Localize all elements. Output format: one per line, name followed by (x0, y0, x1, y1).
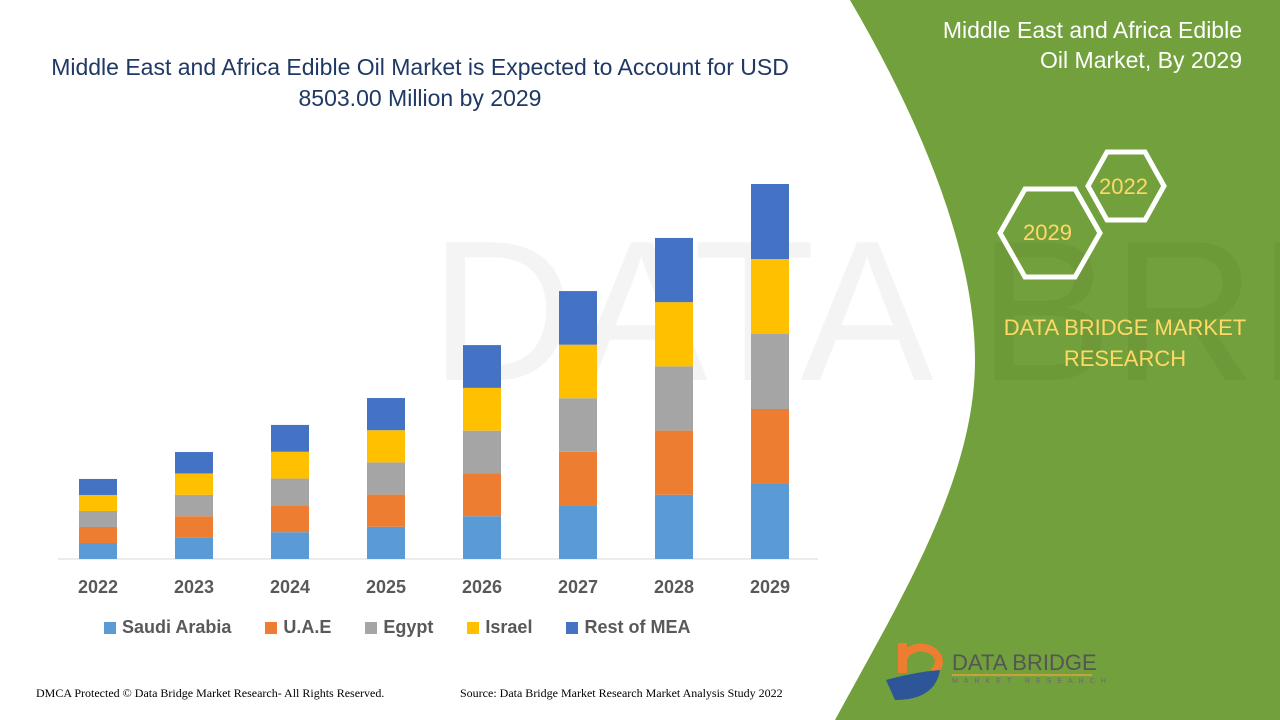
bar-segment-2022-u-a-e (79, 526, 117, 543)
legend: Saudi Arabia U.A.E Egypt Israel Rest of … (104, 617, 724, 638)
legend-label: Rest of MEA (584, 617, 691, 637)
bar-segment-2027-saudi-arabia (559, 505, 597, 559)
legend-item: Egypt (365, 617, 433, 638)
bar-segment-2029-rest-of-mea (751, 184, 789, 260)
logo-icon (886, 643, 943, 700)
x-tick-label: 2024 (270, 577, 310, 597)
bar-segment-2027-u-a-e (559, 451, 597, 506)
bar-segment-2026-saudi-arabia (463, 516, 501, 559)
bar-segment-2025-u-a-e (367, 494, 405, 527)
bar-segment-2027-israel (559, 344, 597, 399)
bar-segment-2029-egypt (751, 333, 789, 410)
bar-segment-2024-saudi-arabia (271, 532, 309, 559)
bar-segment-2028-saudi-arabia (655, 494, 693, 559)
hexagon-2022 (1085, 149, 1167, 223)
legend-item: Saudi Arabia (104, 617, 231, 638)
bar-segment-2023-saudi-arabia (175, 537, 213, 559)
bar-segment-2023-egypt (175, 494, 213, 517)
legend-item: U.A.E (265, 617, 331, 638)
legend-swatch (365, 621, 378, 634)
bar-segment-2025-egypt (367, 462, 405, 495)
logo-subtext: MARKET RESEARCH (952, 678, 1112, 685)
bar-segment-2023-u-a-e (175, 516, 213, 538)
bar-segment-2028-israel (655, 302, 693, 367)
x-tick-label: 2025 (366, 577, 406, 597)
legend-label: Egypt (383, 617, 434, 637)
x-tick-label: 2023 (174, 577, 214, 597)
legend-label: Saudi Arabia (122, 617, 232, 637)
bar-segment-2027-egypt (559, 398, 597, 452)
legend-item: Rest of MEA (566, 617, 690, 638)
green-side-panel (835, 0, 1280, 720)
bar-segment-2026-egypt (463, 430, 501, 474)
bar-segment-2025-saudi-arabia (367, 526, 405, 559)
chart-plot: 2022 2023 2024 2025 2026 2027 2028 2029 (58, 184, 818, 597)
bar-segment-2024-rest-of-mea (271, 424, 309, 452)
legend-swatch (566, 621, 579, 634)
x-tick-label: 2027 (558, 577, 598, 597)
side-panel-title: Middle East and Africa Edible Oil Market… (942, 17, 1242, 73)
legend-swatch (467, 621, 480, 634)
bar-segment-2026-u-a-e (463, 473, 501, 517)
bar-segment-2029-israel (751, 259, 789, 334)
bar-segment-2024-u-a-e (271, 505, 309, 533)
footer-copyright: DMCA Protected © Data Bridge Market Rese… (36, 686, 385, 700)
legend-label: U.A.E (283, 617, 332, 637)
bar-segment-2025-israel (367, 430, 405, 463)
bar-segment-2023-rest-of-mea (175, 452, 213, 474)
hex-label-2029: 2029 (1023, 220, 1072, 245)
bar-segment-2029-saudi-arabia (751, 483, 789, 559)
bar-segment-2024-israel (271, 451, 309, 479)
bar-segment-2022-egypt (79, 510, 117, 527)
legend-swatch (104, 621, 116, 634)
legend-swatch (265, 621, 278, 634)
bar-segment-2026-rest-of-mea (463, 345, 501, 388)
x-tick-label: 2026 (462, 577, 502, 597)
x-tick-label: 2022 (78, 577, 118, 597)
bar-segment-2022-rest-of-mea (79, 478, 117, 495)
x-tick-label: 2029 (750, 577, 790, 597)
footer-source: Source: Data Bridge Market Research Mark… (460, 686, 783, 700)
hex-label-2022: 2022 (1099, 174, 1148, 199)
legend-label: Israel (485, 617, 533, 637)
brand-text: DATA BRIDGE MARKET RESEARCH (1003, 315, 1247, 371)
bar-segment-2023-israel (175, 473, 213, 495)
bar-segment-2028-egypt (655, 366, 693, 431)
bar-segment-2027-rest-of-mea (559, 291, 597, 345)
chart-title: Middle East and Africa Edible Oil Market… (51, 54, 789, 111)
bar-segment-2022-saudi-arabia (79, 542, 117, 559)
bar-segment-2028-u-a-e (655, 430, 693, 495)
legend-item: Israel (467, 617, 532, 638)
bar-segment-2026-israel (463, 387, 501, 431)
bar-segment-2029-u-a-e (751, 409, 789, 484)
bar-segment-2022-israel (79, 494, 117, 511)
bar-segment-2025-rest-of-mea (367, 398, 405, 431)
bar-segment-2024-egypt (271, 478, 309, 506)
bar-segment-2028-rest-of-mea (655, 237, 693, 303)
hexagon-2029 (997, 186, 1103, 280)
x-tick-label: 2028 (654, 577, 694, 597)
logo-text: DATA BRIDGE (952, 650, 1097, 675)
